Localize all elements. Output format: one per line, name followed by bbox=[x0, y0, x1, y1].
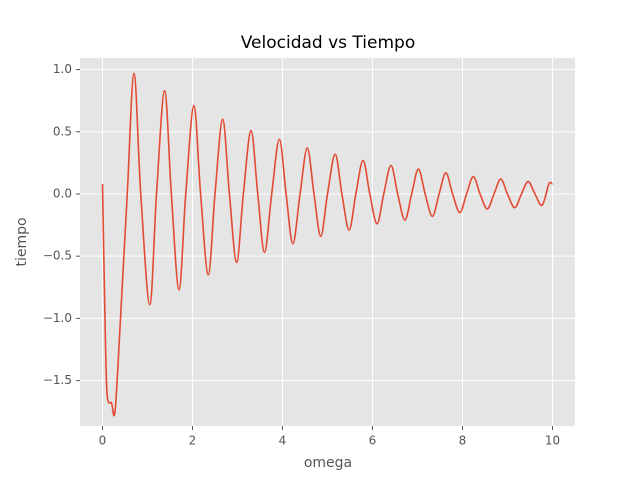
x-tick-label: 6 bbox=[369, 434, 377, 448]
y-tick-label: 0.0 bbox=[53, 186, 72, 200]
y-tick-label: −1.5 bbox=[43, 373, 72, 387]
y-tick-label: −0.5 bbox=[43, 249, 72, 263]
x-tick-label: 2 bbox=[189, 434, 197, 448]
x-tick-label: 8 bbox=[459, 434, 467, 448]
y-tick-label: −1.0 bbox=[43, 311, 72, 325]
x-axis-label: omega bbox=[304, 455, 352, 471]
y-tick-label: 0.5 bbox=[53, 124, 72, 138]
plot-area bbox=[80, 58, 575, 426]
x-tick-label: 10 bbox=[545, 434, 560, 448]
x-tick-label: 0 bbox=[99, 434, 107, 448]
chart-title: Velocidad vs Tiempo bbox=[241, 33, 415, 53]
y-axis-label: tiempo bbox=[14, 217, 30, 266]
x-tick-label: 4 bbox=[279, 434, 287, 448]
data-line bbox=[101, 72, 553, 417]
y-tick-label: 1.0 bbox=[53, 62, 72, 76]
